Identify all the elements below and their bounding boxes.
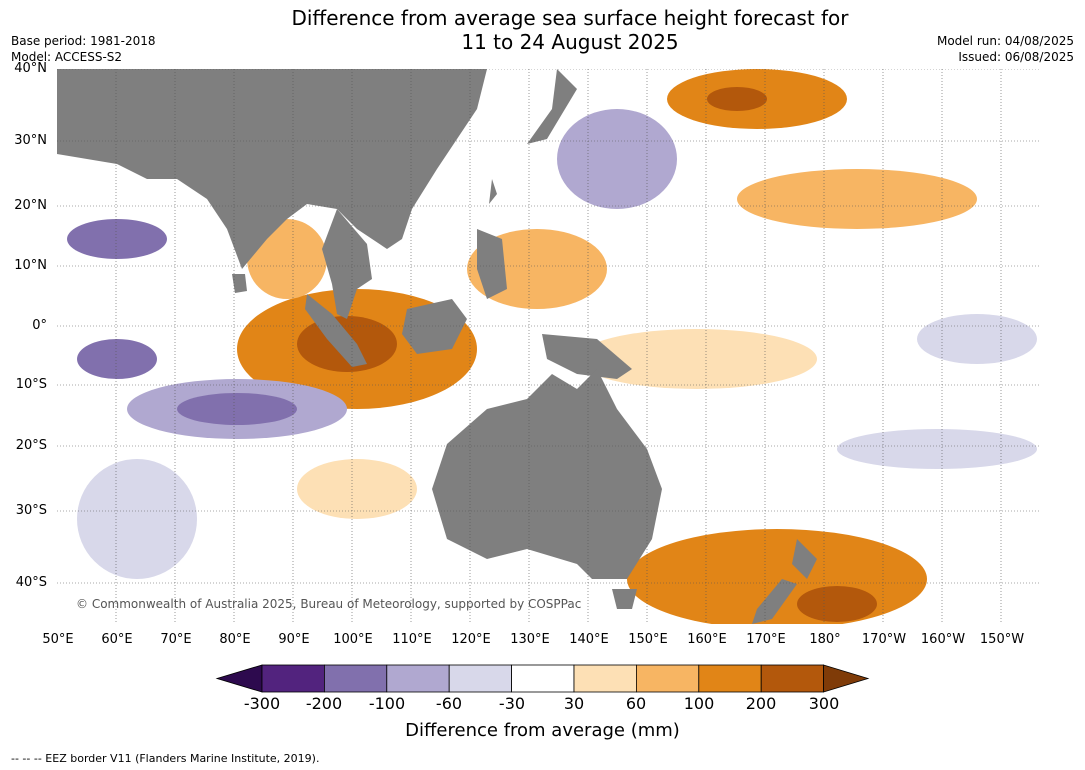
lat-label-30s: 30°S xyxy=(15,503,47,518)
lat-label-40n: 40°N xyxy=(14,61,47,76)
meta-right: Model run: 04/08/2025 Issued: 06/08/2025 xyxy=(937,33,1074,65)
colorbar-title: Difference from average (mm) xyxy=(405,720,680,741)
lon-label-150w: 150°W xyxy=(979,632,1025,647)
colorbar-tick-9: 200 xyxy=(745,694,777,713)
sri-lanka xyxy=(232,274,247,293)
colorbar-tick-7: 60 xyxy=(625,694,647,713)
negative-patch-west xyxy=(77,339,157,379)
negative-patch-arabian xyxy=(67,219,167,259)
lat-label-10s: 10°S xyxy=(15,377,47,392)
colorbar-tick-6: 30 xyxy=(563,694,585,713)
colorbar-under-arrow xyxy=(215,664,263,693)
positive-patch-pacific xyxy=(577,329,817,389)
negative-patch-far-sw xyxy=(77,459,197,579)
lon-label-100e: 100°E xyxy=(333,632,373,647)
colorbar-bin-8 xyxy=(698,664,762,693)
issued-date: Issued: 06/08/2025 xyxy=(958,50,1074,64)
chart-title: Difference from average sea surface heig… xyxy=(0,6,1085,54)
gridlines xyxy=(57,69,1039,624)
sea-height-map xyxy=(57,69,1039,624)
lat-label-20n: 20°N xyxy=(14,198,47,213)
title-line-1: Difference from average sea surface heig… xyxy=(291,6,849,30)
colorbar-bin-7 xyxy=(635,664,700,693)
colorbar-bin-5 xyxy=(511,664,575,693)
lon-label-130e: 130°E xyxy=(510,632,550,647)
lon-label-90e: 90°E xyxy=(278,632,310,647)
lon-label-160w: 160°W xyxy=(920,632,966,647)
lon-label-180: 180° xyxy=(809,632,841,647)
colorbar-bin-9 xyxy=(760,664,825,693)
colorbar-tick-2: -200 xyxy=(305,694,343,713)
lon-label-110e: 110°E xyxy=(392,632,432,647)
colorbar-tick-8: 100 xyxy=(683,694,715,713)
eez-footnote: -- -- -- EEZ border V11 (Flanders Marine… xyxy=(11,752,320,765)
taiwan xyxy=(489,179,497,204)
negative-patch-south-pac xyxy=(837,429,1037,469)
copyright-text: © Commonwealth of Australia 2025, Bureau… xyxy=(76,597,582,611)
asia-landmass xyxy=(57,69,487,269)
lat-label-30n: 30°N xyxy=(14,133,47,148)
colorbar-bin-6 xyxy=(573,664,637,693)
lat-label-0: 0° xyxy=(32,318,47,333)
lon-label-170e: 170°E xyxy=(746,632,786,647)
lon-label-50e: 50°E xyxy=(42,632,74,647)
lon-label-80e: 80°E xyxy=(219,632,251,647)
philippines xyxy=(477,229,507,299)
colorbar-bin-3 xyxy=(386,664,450,693)
positive-patch-north-core xyxy=(707,87,767,111)
colorbar-bin-1 xyxy=(261,664,325,693)
lon-label-150e: 150°E xyxy=(628,632,668,647)
lat-label-10n: 10°N xyxy=(14,258,47,273)
colorbar-tick-10: 300 xyxy=(808,694,840,713)
meta-left: Base period: 1981-2018 Model: ACCESS-S2 xyxy=(11,33,156,65)
australia xyxy=(432,369,662,579)
negative-patch-north-pac xyxy=(557,109,677,209)
model-name: Model: ACCESS-S2 xyxy=(11,50,123,64)
negative-patch-east-pac xyxy=(917,314,1037,364)
positive-patch-tasman-core xyxy=(797,586,877,622)
lon-label-60e: 60°E xyxy=(101,632,133,647)
colorbar-over-arrow xyxy=(823,664,870,693)
lon-label-170w: 170°W xyxy=(861,632,907,647)
lat-label-40s: 40°S xyxy=(15,575,47,590)
japan xyxy=(527,69,577,144)
model-run: Model run: 04/08/2025 xyxy=(936,34,1074,48)
borneo xyxy=(402,299,467,354)
positive-patch-south-indian xyxy=(297,459,417,519)
colorbar xyxy=(215,664,870,693)
indochina xyxy=(322,209,372,319)
tasmania xyxy=(612,589,637,609)
title-line-2: 11 to 24 August 2025 xyxy=(461,30,679,54)
new-zealand-south xyxy=(752,579,797,624)
colorbar-tick-4: -60 xyxy=(435,694,463,713)
colorbar-tick-1: -300 xyxy=(243,694,281,713)
new-guinea xyxy=(542,334,632,379)
colorbar-bin-4 xyxy=(448,664,512,693)
colorbar-bin-2 xyxy=(324,664,388,693)
new-zealand-north xyxy=(792,539,817,579)
lon-label-70e: 70°E xyxy=(160,632,192,647)
colorbar-tick-3: -100 xyxy=(368,694,406,713)
colorbar-tick-5: -30 xyxy=(498,694,526,713)
lon-label-160e: 160°E xyxy=(687,632,727,647)
sumatra xyxy=(305,294,367,367)
lat-label-20s: 20°S xyxy=(15,438,47,453)
land-masses xyxy=(57,69,817,624)
lon-label-140e: 140°E xyxy=(569,632,609,647)
lon-label-120e: 120°E xyxy=(451,632,491,647)
base-period: Base period: 1981-2018 xyxy=(11,34,156,48)
positive-patch-subtropic xyxy=(737,169,977,229)
negative-patch-sw-indian-core xyxy=(177,393,297,425)
